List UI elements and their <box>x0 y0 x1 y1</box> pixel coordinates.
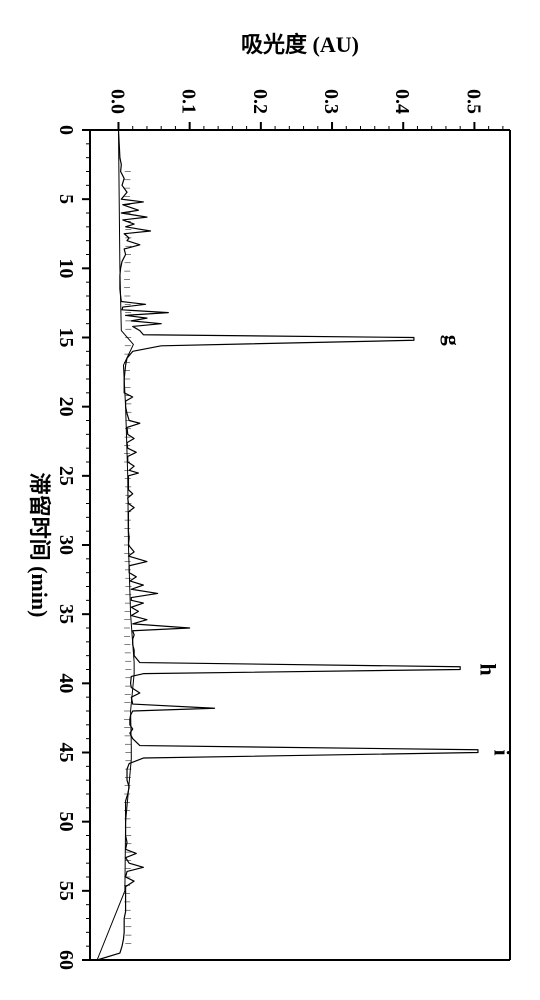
peak-label-h: h <box>475 663 500 675</box>
svg-text:50: 50 <box>55 812 77 832</box>
svg-text:5: 5 <box>55 194 77 204</box>
svg-text:0.3: 0.3 <box>320 89 342 114</box>
svg-text:15: 15 <box>55 328 77 348</box>
chromatogram-trace <box>97 130 478 960</box>
svg-text:0: 0 <box>55 125 77 135</box>
svg-text:45: 45 <box>55 743 77 763</box>
y-axis-label: 吸光度 (AU) <box>241 32 359 57</box>
svg-text:35: 35 <box>55 604 77 624</box>
svg-text:0.4: 0.4 <box>391 89 413 114</box>
svg-text:60: 60 <box>55 950 77 970</box>
svg-text:30: 30 <box>55 535 77 555</box>
peak-label-g: g <box>440 335 465 346</box>
svg-text:40: 40 <box>55 673 77 693</box>
svg-text:0.1: 0.1 <box>178 89 200 114</box>
rotated-wrapper: 0 5 10 15 20 25 30 35 40 45 50 55 60 0.0 0.1 0.2 0.3 0.4 0… <box>0 0 540 1000</box>
plot-area: 0 5 10 15 20 25 30 35 40 45 50 55 60 0.0 0.1 0.2 0.3 0.4 0… <box>0 0 540 1000</box>
x-axis-label: 滞留时间 (min) <box>27 473 52 618</box>
svg-text:25: 25 <box>55 466 77 486</box>
peak-label-i: i <box>490 749 515 755</box>
svg-text:0.5: 0.5 <box>462 89 484 114</box>
svg-text:0.0: 0.0 <box>106 89 128 114</box>
svg-text:10: 10 <box>55 258 77 278</box>
chromatogram-figure: 0 5 10 15 20 25 30 35 40 45 50 55 60 0.0 0.1 0.2 0.3 0.4 0… <box>0 0 540 1000</box>
svg-text:0.2: 0.2 <box>249 89 271 114</box>
svg-text:20: 20 <box>55 397 77 417</box>
svg-text:55: 55 <box>55 881 77 901</box>
